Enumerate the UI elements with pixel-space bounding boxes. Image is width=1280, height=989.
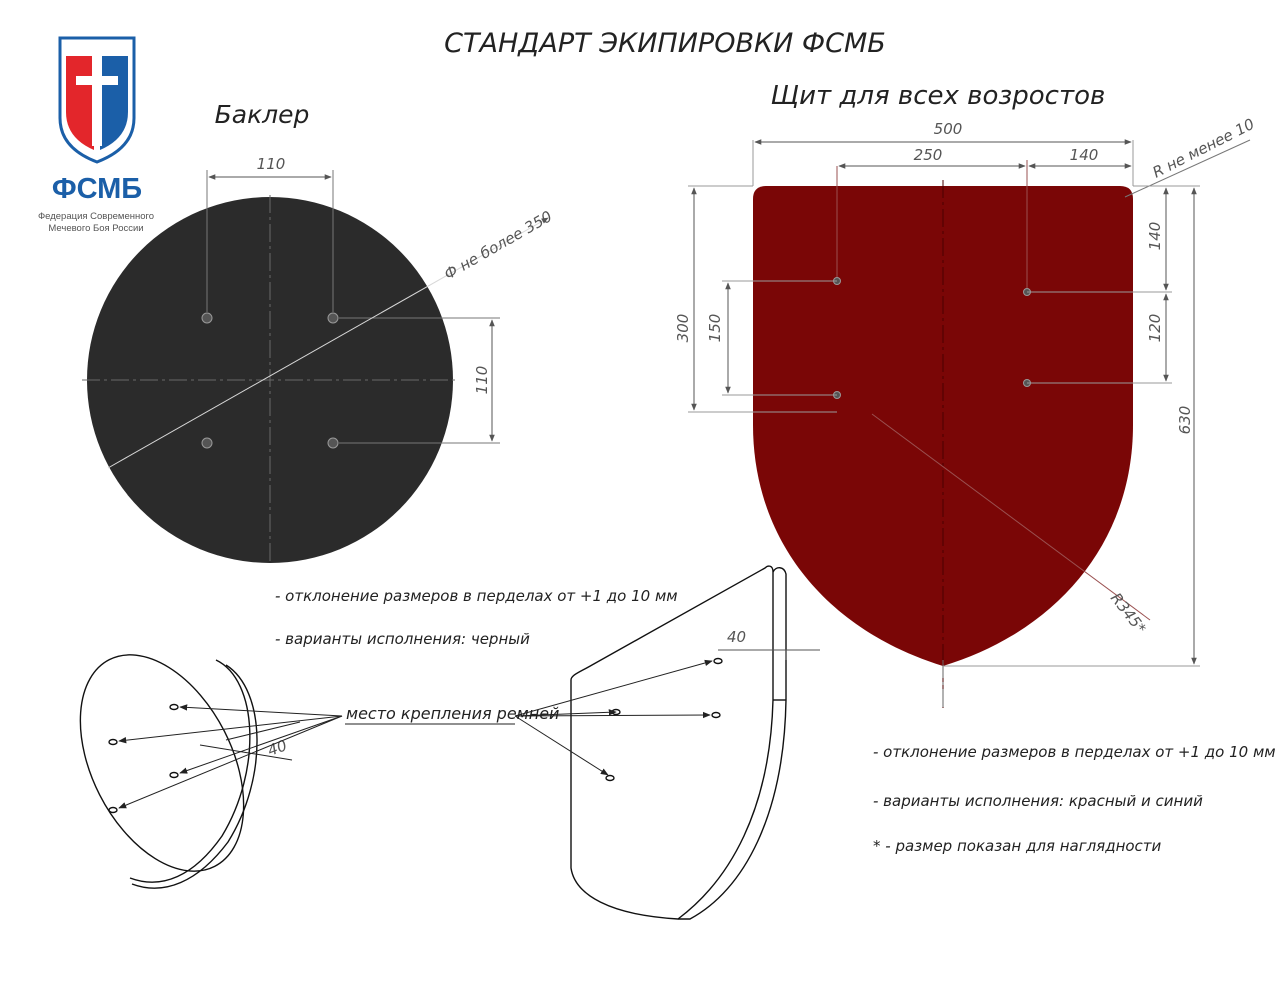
shield-dim-inner-width: 250: [914, 146, 943, 164]
buckler-iso-rim-outer: [131, 664, 258, 889]
shield-dim-width: 500: [934, 120, 963, 138]
iso-hole: [713, 657, 723, 665]
logo-line-2: Мечевого Боя России: [48, 223, 143, 234]
buckler-dim-top: 110: [257, 155, 286, 173]
shield-dim-height: 630: [1176, 406, 1194, 435]
logo-line-1: Федерация Современного: [38, 211, 154, 222]
shield-dim-corner-radius: R не менее 10: [1150, 115, 1258, 182]
shield-note-3: * - размер показан для наглядности: [873, 837, 1162, 855]
shield-iso-view: [570, 565, 787, 920]
logo-cross-icon: [76, 76, 118, 85]
hole: [327, 437, 339, 449]
buckler-holes: [201, 312, 339, 449]
shield-dim-offset: 140: [1070, 146, 1099, 164]
buckler-iso-rim: [129, 659, 251, 883]
fsmb-logo: ФСМБ Федерация Современного Мечевого Боя…: [38, 36, 154, 234]
iso-hole: [169, 771, 179, 779]
buckler-dim-diameter: Ф не более 350: [441, 207, 555, 283]
page-title: СТАНДАРТ ЭКИПИРОВКИ ФСМБ: [444, 28, 886, 59]
shield-dim-left-inner: 150: [706, 314, 724, 343]
shield-dim-arc-radius: R345*: [1107, 589, 1150, 637]
buckler-iso-face: [79, 654, 245, 872]
buckler-dim-right: 110: [473, 366, 491, 395]
shield-dim-left-outer: 300: [674, 314, 692, 343]
hole: [201, 437, 213, 449]
logo-abbr: ФСМБ: [52, 173, 142, 205]
shield-iso-thickness: 40: [727, 628, 746, 646]
shield-dim-right-middle: 120: [1146, 314, 1164, 343]
shield-note-2: - варианты исполнения: красный и синий: [873, 792, 1203, 810]
shield-iso-side: [678, 567, 787, 920]
shield-heading: Щит для всех возростов: [771, 81, 1106, 111]
shield-note-1: - отклонение размеров в перделах от +1 д…: [873, 743, 1276, 761]
shield-dim-right-top: 140: [1146, 222, 1164, 251]
hole: [327, 312, 339, 324]
shield-iso-face: [570, 565, 774, 920]
shield-iso-thickness-dim: [718, 649, 820, 660]
strap-leaders: [118, 659, 713, 809]
iso-hole: [605, 774, 615, 782]
iso-hole: [711, 711, 721, 719]
iso-hole: [108, 738, 118, 746]
buckler-iso-view: [79, 654, 258, 889]
iso-hole: [108, 806, 118, 814]
hole: [201, 312, 213, 324]
buckler-note-1: - отклонение размеров в перделах от +1 д…: [275, 587, 678, 605]
buckler-diameter-leader: [107, 217, 549, 469]
buckler-heading: Баклер: [215, 100, 310, 129]
strap-label: место крепления ремней: [346, 704, 559, 723]
buckler-iso-thickness: 40: [265, 736, 289, 759]
iso-hole: [169, 703, 179, 711]
buckler-note-2: - варианты исполнения: черный: [275, 630, 530, 648]
buckler-iso-thickness-dim: [199, 721, 301, 761]
